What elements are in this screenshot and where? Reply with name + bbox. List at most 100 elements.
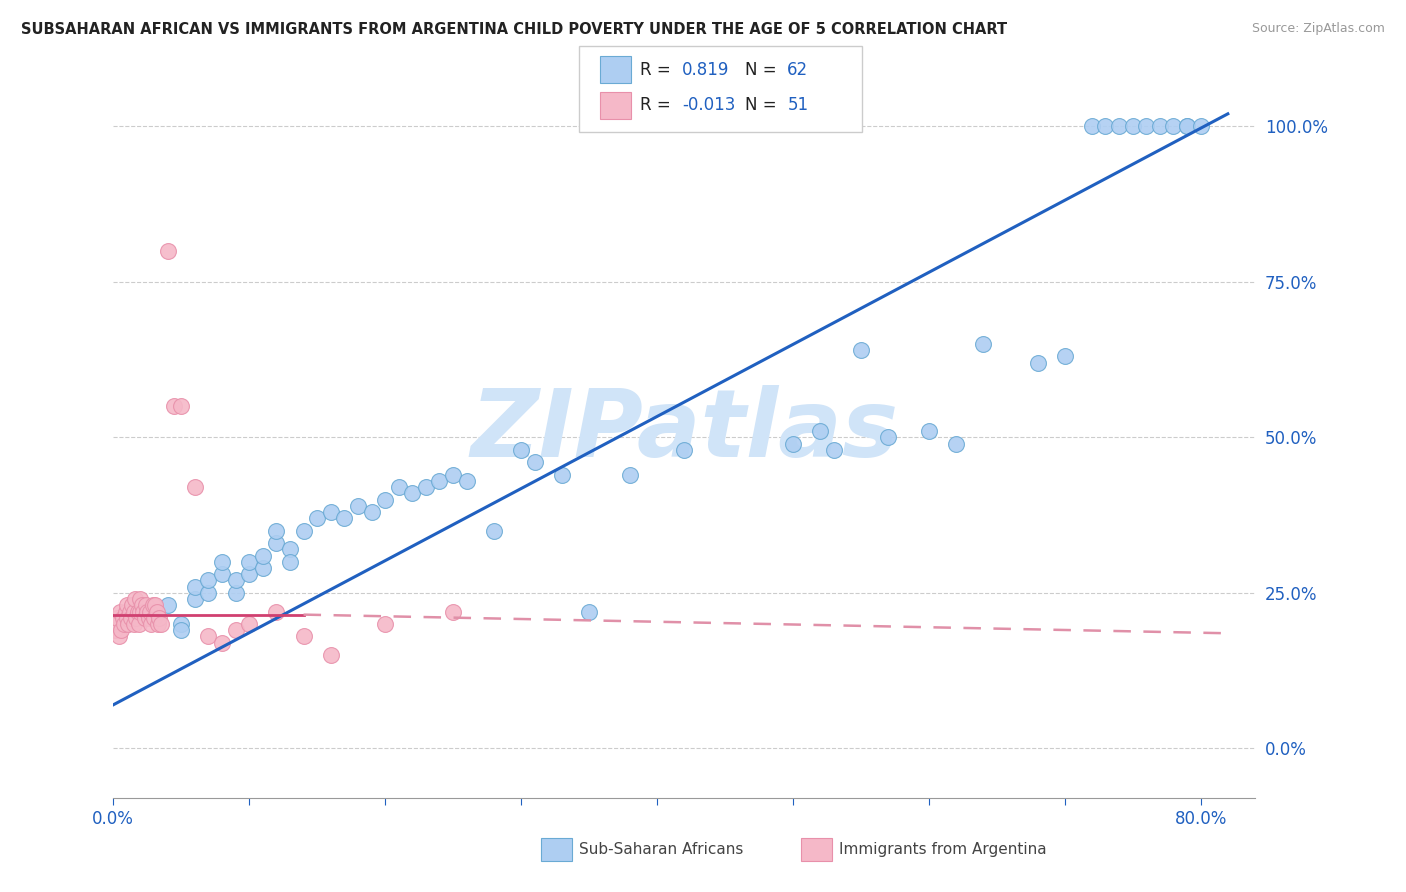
Point: [128, 616, 150, 631]
Point: [266, 524, 288, 538]
Point: [388, 480, 411, 494]
Point: [1053, 350, 1076, 364]
Point: [118, 605, 141, 619]
Point: [125, 611, 148, 625]
Point: [278, 542, 301, 557]
Point: [110, 623, 132, 637]
Point: [238, 555, 260, 569]
Text: 0.819: 0.819: [682, 61, 730, 78]
Point: [401, 486, 423, 500]
Point: [135, 599, 157, 613]
Point: [482, 524, 505, 538]
Text: ZIPatlas: ZIPatlas: [470, 385, 898, 477]
Point: [156, 599, 179, 613]
Point: [112, 616, 135, 631]
Point: [117, 616, 139, 631]
Point: [197, 574, 219, 588]
Point: [673, 442, 696, 457]
Point: [148, 611, 170, 625]
Point: [115, 599, 138, 613]
Point: [131, 599, 153, 613]
Point: [197, 586, 219, 600]
Point: [163, 399, 186, 413]
Text: Immigrants from Argentina: Immigrants from Argentina: [839, 842, 1047, 856]
Point: [115, 611, 138, 625]
Point: [143, 611, 166, 625]
Point: [211, 635, 233, 649]
Point: [782, 436, 804, 450]
Text: N =: N =: [745, 96, 782, 114]
Point: [108, 605, 131, 619]
Point: [211, 567, 233, 582]
Point: [139, 605, 162, 619]
Point: [105, 611, 128, 625]
Point: [121, 599, 143, 613]
Point: [1108, 120, 1130, 134]
Point: [1081, 120, 1104, 134]
Text: 62: 62: [787, 61, 808, 78]
Point: [619, 467, 641, 482]
Point: [149, 616, 172, 631]
Point: [972, 337, 994, 351]
Point: [107, 629, 129, 643]
Point: [134, 611, 156, 625]
Point: [1189, 120, 1212, 134]
Point: [292, 524, 315, 538]
Point: [122, 616, 145, 631]
Point: [347, 499, 370, 513]
Point: [307, 511, 329, 525]
Point: [266, 605, 288, 619]
Point: [104, 616, 127, 631]
Point: [1149, 120, 1171, 134]
Point: [333, 511, 356, 525]
Point: [1135, 120, 1157, 134]
Point: [849, 343, 872, 358]
Point: [142, 599, 165, 613]
Point: [120, 611, 142, 625]
Point: [523, 455, 546, 469]
Point: [225, 574, 247, 588]
Point: [238, 567, 260, 582]
Point: [945, 436, 967, 450]
Point: [510, 442, 533, 457]
Point: [1094, 120, 1116, 134]
Text: R =: R =: [640, 96, 676, 114]
Point: [122, 605, 145, 619]
Point: [184, 480, 207, 494]
Point: [197, 629, 219, 643]
Text: SUBSAHARAN AFRICAN VS IMMIGRANTS FROM ARGENTINA CHILD POVERTY UNDER THE AGE OF 5: SUBSAHARAN AFRICAN VS IMMIGRANTS FROM AR…: [21, 22, 1007, 37]
Text: R =: R =: [640, 61, 676, 78]
Point: [360, 505, 382, 519]
Point: [225, 623, 247, 637]
Point: [252, 549, 274, 563]
Point: [551, 467, 574, 482]
Point: [292, 629, 315, 643]
Point: [1163, 120, 1185, 134]
Point: [146, 616, 169, 631]
Point: [1175, 120, 1198, 134]
Point: [136, 605, 159, 619]
Point: [238, 616, 260, 631]
Point: [170, 616, 193, 631]
Text: Source: ZipAtlas.com: Source: ZipAtlas.com: [1251, 22, 1385, 36]
Point: [129, 605, 152, 619]
Point: [145, 605, 167, 619]
Point: [132, 605, 155, 619]
Point: [823, 442, 845, 457]
Point: [1122, 120, 1144, 134]
Point: [319, 648, 342, 662]
Point: [145, 599, 167, 613]
Point: [578, 605, 600, 619]
Point: [278, 555, 301, 569]
Point: [456, 474, 478, 488]
Text: Sub-Saharan Africans: Sub-Saharan Africans: [579, 842, 744, 856]
Point: [374, 616, 396, 631]
Point: [114, 605, 136, 619]
Text: N =: N =: [745, 61, 782, 78]
Text: 51: 51: [787, 96, 808, 114]
Point: [211, 555, 233, 569]
Point: [111, 611, 134, 625]
Point: [170, 623, 193, 637]
Point: [1175, 120, 1198, 134]
Point: [225, 586, 247, 600]
